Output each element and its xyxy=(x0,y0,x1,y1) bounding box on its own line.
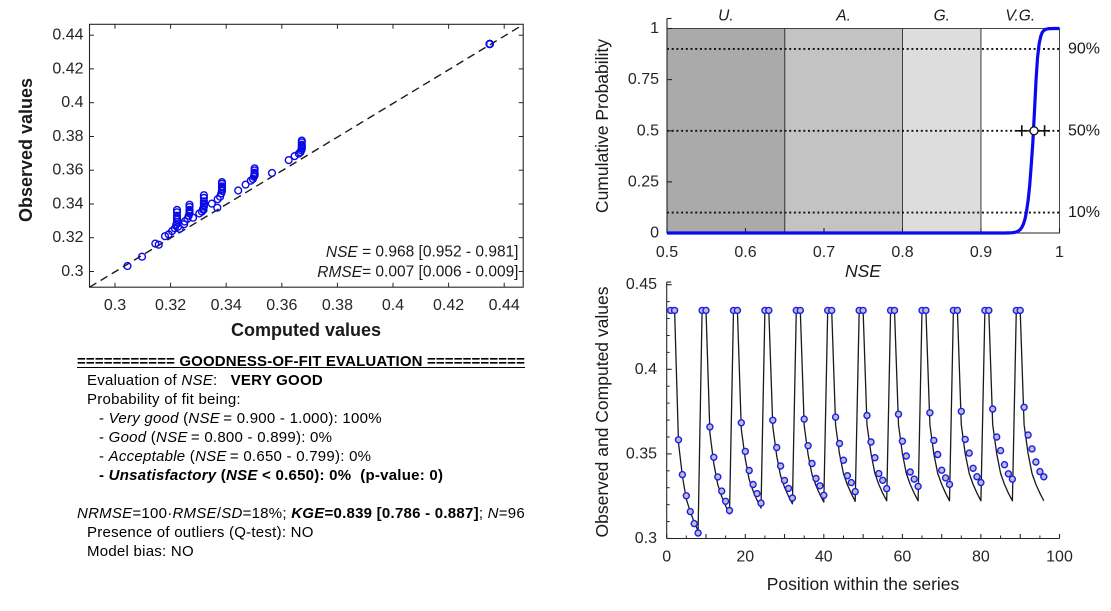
svg-text:Position within the series: Position within the series xyxy=(767,574,960,594)
svg-text:80: 80 xyxy=(972,549,990,566)
svg-text:10%: 10% xyxy=(1068,204,1100,221)
svg-text:0.38: 0.38 xyxy=(322,297,353,314)
svg-text:U.: U. xyxy=(718,8,734,25)
svg-text:0.6: 0.6 xyxy=(734,244,756,261)
svg-text:G.: G. xyxy=(934,8,950,25)
svg-text:0: 0 xyxy=(650,225,659,242)
svg-text:0.44: 0.44 xyxy=(52,27,83,44)
svg-text:90%: 90% xyxy=(1068,40,1100,57)
svg-text:0: 0 xyxy=(662,549,671,566)
svg-text:Cumulative Probability: Cumulative Probability xyxy=(592,39,612,213)
svg-text:A.: A. xyxy=(835,8,851,25)
svg-text:100: 100 xyxy=(1046,549,1073,566)
svg-text:0.3: 0.3 xyxy=(635,530,657,547)
svg-text:0.34: 0.34 xyxy=(211,297,242,314)
svg-text:Observed and Computed values: Observed and Computed values xyxy=(592,286,612,537)
svg-text:0.75: 0.75 xyxy=(628,71,659,88)
svg-text:0.42: 0.42 xyxy=(433,297,464,314)
svg-text:Computed values: Computed values xyxy=(231,320,381,340)
svg-text:50%: 50% xyxy=(1068,122,1100,139)
svg-text:0.36: 0.36 xyxy=(266,297,297,314)
svg-text:0.36: 0.36 xyxy=(52,162,83,179)
svg-text:0.3: 0.3 xyxy=(61,263,83,280)
svg-text:1: 1 xyxy=(1055,244,1064,261)
svg-text:0.5: 0.5 xyxy=(637,122,659,139)
svg-text:0.4: 0.4 xyxy=(382,297,404,314)
svg-text:RMSE= 0.007 [0.006 - 0.009]: RMSE= 0.007 [0.006 - 0.009] xyxy=(317,263,518,280)
svg-text:NSE = 0.968 [0.952 - 0.981]: NSE = 0.968 [0.952 - 0.981] xyxy=(326,244,519,261)
svg-text:60: 60 xyxy=(893,549,911,566)
svg-text:0.34: 0.34 xyxy=(52,195,83,212)
svg-text:Observed values: Observed values xyxy=(16,78,36,222)
svg-text:0.38: 0.38 xyxy=(52,128,83,145)
svg-text:40: 40 xyxy=(815,549,833,566)
svg-text:0.3: 0.3 xyxy=(104,297,126,314)
svg-text:V.G.: V.G. xyxy=(1005,8,1035,25)
svg-text:0.42: 0.42 xyxy=(52,60,83,77)
svg-text:0.4: 0.4 xyxy=(635,361,657,378)
svg-text:0.45: 0.45 xyxy=(626,276,657,293)
svg-text:0.32: 0.32 xyxy=(155,297,186,314)
svg-text:20: 20 xyxy=(736,549,754,566)
svg-text:NSE: NSE xyxy=(845,261,881,281)
svg-text:0.7: 0.7 xyxy=(813,244,835,261)
svg-text:0.8: 0.8 xyxy=(891,244,913,261)
svg-text:0.35: 0.35 xyxy=(626,445,657,462)
svg-text:0.25: 0.25 xyxy=(628,173,659,190)
svg-text:0.32: 0.32 xyxy=(52,229,83,246)
svg-text:0.5: 0.5 xyxy=(656,244,678,261)
svg-text:0.44: 0.44 xyxy=(489,297,520,314)
svg-text:1: 1 xyxy=(650,20,659,37)
svg-text:0.4: 0.4 xyxy=(61,94,83,111)
svg-text:0.9: 0.9 xyxy=(970,244,992,261)
